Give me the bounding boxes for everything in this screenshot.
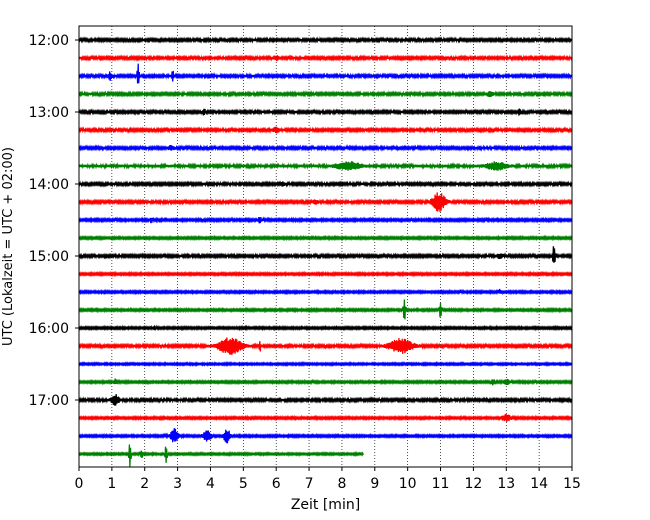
x-tick-label: 1 (107, 476, 116, 492)
y-tick-label: 13:00 (29, 105, 69, 121)
x-tick-label: 3 (173, 476, 182, 492)
y-tick-label: 16:00 (29, 321, 69, 337)
trace-1200 (78, 36, 573, 44)
trace-1545 (78, 299, 573, 320)
trace-1615 (78, 337, 573, 355)
trace-1500 (78, 246, 573, 263)
seismogram-traces (78, 36, 573, 467)
y-tick-label: 12:00 (29, 33, 69, 49)
x-tick-label: 13 (497, 476, 515, 492)
x-tick-label: 11 (432, 476, 450, 492)
x-tick-label: 10 (399, 476, 417, 492)
trace-1245 (78, 90, 573, 98)
trace-1215 (78, 54, 573, 62)
x-axis-ticks: 0 1 2 3 4 5 6 7 8 9 10 11 12 13 14 15 (75, 467, 581, 492)
trace-1600 (78, 324, 573, 332)
trace-1700 (78, 394, 573, 406)
trace-1630 (78, 360, 573, 368)
x-tick-label: 4 (206, 476, 215, 492)
x-tick-label: 15 (563, 476, 581, 492)
trace-1345 (78, 160, 573, 171)
trace-1730 (78, 428, 573, 444)
trace-1515 (78, 270, 573, 278)
y-tick-label: 15:00 (29, 249, 69, 265)
x-tick-label: 12 (464, 476, 482, 492)
trace-1430 (78, 216, 573, 224)
x-tick-label: 2 (140, 476, 149, 492)
x-tick-label: 5 (239, 476, 248, 492)
x-tick-label: 9 (370, 476, 379, 492)
trace-1645 (78, 378, 573, 386)
trace-1415 (78, 192, 573, 212)
trace-1530 (78, 288, 573, 296)
trace-1445 (78, 234, 573, 242)
trace-1330 (78, 144, 573, 152)
y-axis-ticks: 12:00 13:00 14:00 15:00 16:00 17:00 (29, 33, 79, 409)
trace-1400 (78, 180, 573, 188)
y-tick-label: 17:00 (29, 393, 69, 409)
x-tick-label: 6 (272, 476, 281, 492)
x-tick-label: 7 (305, 476, 314, 492)
y-axis-title: UTC (Lokalzeit = UTC + 02:00) (1, 147, 16, 346)
plot-frame (78, 25, 573, 468)
trace-1300 (78, 108, 573, 116)
trace-1230 (78, 63, 573, 84)
x-tick-label: 14 (530, 476, 548, 492)
trace-1745 (78, 444, 364, 467)
x-tick-label: 8 (337, 476, 346, 492)
trace-1315 (78, 126, 573, 134)
x-tick-label: 0 (75, 476, 84, 492)
trace-1715 (78, 414, 573, 422)
y-tick-label: 14:00 (29, 177, 69, 193)
x-axis-title: Zeit [min] (291, 497, 360, 513)
